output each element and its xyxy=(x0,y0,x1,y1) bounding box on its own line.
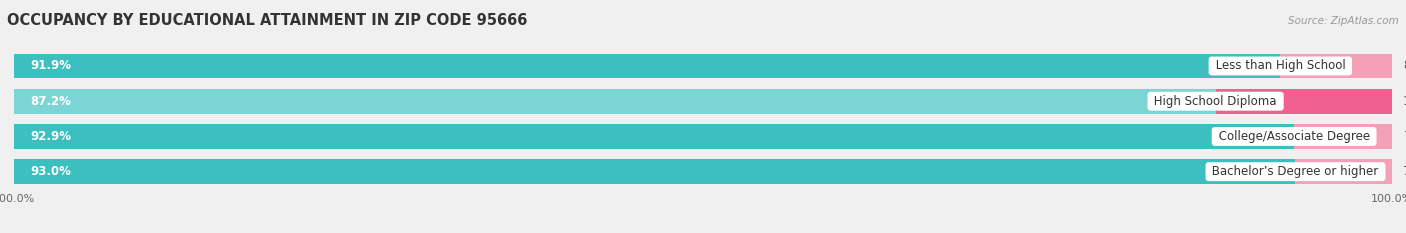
Text: 92.9%: 92.9% xyxy=(31,130,72,143)
Text: High School Diploma: High School Diploma xyxy=(1150,95,1281,108)
Bar xyxy=(14,89,1216,113)
Bar xyxy=(14,159,1392,184)
Bar xyxy=(14,54,1281,78)
Bar xyxy=(14,124,1392,149)
Bar xyxy=(14,159,1295,184)
Text: 87.2%: 87.2% xyxy=(31,95,72,108)
Text: Bachelor’s Degree or higher: Bachelor’s Degree or higher xyxy=(1209,165,1382,178)
Text: 8.1%: 8.1% xyxy=(1403,59,1406,72)
Text: College/Associate Degree: College/Associate Degree xyxy=(1215,130,1374,143)
Text: 7.2%: 7.2% xyxy=(1405,130,1406,143)
Text: 91.9%: 91.9% xyxy=(31,59,72,72)
Bar xyxy=(1295,159,1392,184)
Text: Less than High School: Less than High School xyxy=(1212,59,1350,72)
Text: OCCUPANCY BY EDUCATIONAL ATTAINMENT IN ZIP CODE 95666: OCCUPANCY BY EDUCATIONAL ATTAINMENT IN Z… xyxy=(7,13,527,28)
Text: 93.0%: 93.0% xyxy=(31,165,72,178)
Text: 12.8%: 12.8% xyxy=(1403,95,1406,108)
Text: 7.0%: 7.0% xyxy=(1403,165,1406,178)
Text: Source: ZipAtlas.com: Source: ZipAtlas.com xyxy=(1288,16,1399,26)
Bar xyxy=(14,89,1392,113)
Bar xyxy=(1281,54,1392,78)
Bar xyxy=(14,54,1392,78)
Bar xyxy=(1294,124,1393,149)
Bar xyxy=(1216,89,1392,113)
Bar xyxy=(14,124,1294,149)
